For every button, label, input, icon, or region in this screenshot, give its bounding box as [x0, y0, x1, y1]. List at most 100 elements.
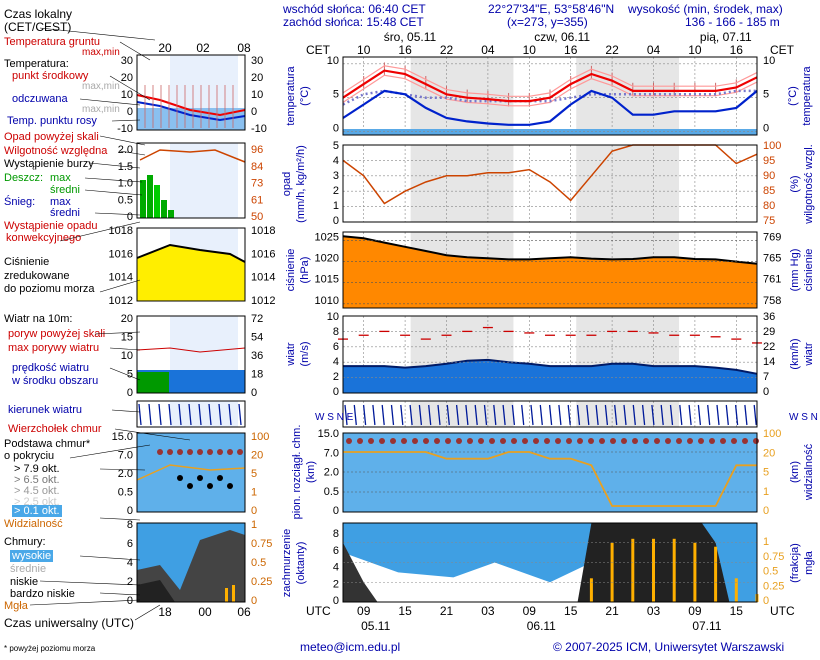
cloud-top-dot — [423, 438, 429, 444]
wind-direction-arrow — [697, 404, 702, 426]
vis-tick: 20 — [763, 447, 775, 459]
wind-kmh-unit: (km/h) — [789, 338, 801, 369]
wind-direction-arrow — [390, 404, 395, 426]
cloud-top-dot — [368, 438, 374, 444]
press-tick: 1025 — [315, 231, 339, 243]
legend-rain-bar-3 — [154, 185, 160, 218]
legend-wind-tick: 0 — [127, 387, 133, 399]
legend-temp-tick-right: 20 — [251, 72, 263, 84]
legend-rh-tick: 96 — [251, 144, 263, 156]
wind-tick: 2 — [333, 371, 339, 383]
legend-temp-tick-right: -10 — [251, 123, 267, 135]
cloud-top-dot — [687, 438, 693, 444]
rh-tick: 90 — [763, 170, 775, 182]
legend-konwekcyjnego: konwekcyjnego — [6, 232, 82, 244]
legend-leader-line — [84, 177, 143, 183]
legend-chmury: Chmury: — [4, 536, 46, 548]
precip-tick: 4 — [333, 155, 339, 167]
legend-cloud-top-dot — [187, 449, 193, 455]
legend-rain-bar-1 — [140, 180, 146, 218]
legend-czas-uniwersalny: Czas uniwersalny (UTC) — [4, 616, 135, 630]
press-tick: 1020 — [315, 253, 339, 265]
legend-panel-border-wind — [136, 315, 246, 394]
legend-wysokie: wysokie — [10, 550, 54, 562]
legend-cloud-tick: 7.0 — [118, 450, 133, 462]
cet-tick: 10 — [523, 43, 537, 57]
temp-min-line — [342, 74, 758, 107]
legend-max-porywy: max porywy wiatru — [8, 342, 100, 354]
cloud-top-dot — [599, 438, 605, 444]
utc-tick: 09 — [688, 604, 702, 618]
legend-fog-tick: 0 — [251, 595, 257, 607]
fog-tick: 0.5 — [763, 566, 778, 578]
legend-panel-border-rain — [136, 142, 246, 219]
rh-tick: 80 — [763, 200, 775, 212]
legend-okt45: > 4.5 okt. — [14, 485, 60, 497]
wind-direction-arrow — [474, 404, 478, 426]
legend-temp-line — [136, 94, 246, 117]
cloud-top-dot — [588, 438, 594, 444]
legend-punkt-rosy: Temp. punktu rosy — [7, 115, 97, 127]
cloud-top-dot — [500, 438, 506, 444]
fog-unit: (frakcja) — [789, 543, 801, 583]
wind-direction-arrow — [744, 404, 748, 426]
very-low-cloud-area — [343, 542, 378, 602]
utc-left-label: UTC — [306, 604, 331, 618]
cloud-top-dot — [522, 438, 528, 444]
legend-vis-tick: 100 — [251, 431, 269, 443]
legend-wiatr-na: Wiatr na 10m: — [4, 313, 73, 325]
fog-bar — [652, 538, 655, 602]
precip-unit: (mm/h, kg/m²/h) — [295, 145, 307, 223]
fog-tick: 1 — [763, 536, 769, 548]
wind-direction-arrow — [353, 404, 357, 426]
wind-direction-arrow — [586, 404, 590, 426]
legend-utc-tick: 06 — [237, 605, 251, 619]
wind-direction-arrow — [660, 404, 664, 426]
cover-tick: 2 — [333, 578, 339, 590]
legend-press-tick-left: 1014 — [109, 272, 133, 284]
night-band-prec-0 — [410, 145, 514, 222]
press-mmhg-tick: 758 — [763, 295, 781, 307]
wind-tick: 4 — [333, 356, 339, 368]
footer-email[interactable]: meteo@icm.edu.pl — [300, 640, 401, 654]
legend-local-tick: 20 — [158, 41, 172, 55]
cloud-top-dot — [753, 438, 759, 444]
wind-kmh-tick: 36 — [763, 311, 775, 323]
wind-direction-arrow — [521, 404, 525, 426]
vis-tick: 100 — [763, 428, 781, 440]
legend-press-tick-right: 1018 — [251, 225, 275, 237]
fog-bar — [734, 578, 738, 602]
legend-leader-line — [69, 444, 151, 459]
rh-unit: (%) — [789, 175, 801, 192]
legend-press-tick-right: 1016 — [251, 248, 275, 260]
legend-cloud-base-dot — [207, 483, 213, 489]
cet-tick: 22 — [440, 43, 454, 57]
legend-leader-line — [99, 135, 146, 146]
legend-octa-tick: 8 — [127, 519, 133, 531]
legend-o-pokryciu: o pokryciu — [4, 450, 55, 462]
legend-rh-tick: 61 — [251, 194, 263, 206]
temp-title: temperatura — [285, 65, 297, 125]
wind-direction-arrow — [455, 404, 460, 426]
precip-tick: 1 — [333, 200, 339, 212]
legend-cloud-base-dot — [177, 475, 183, 481]
dir-compass-left: W S N E — [315, 412, 354, 423]
wind-direction-arrow — [604, 404, 609, 426]
panel-border-cover — [342, 522, 758, 603]
fog-title: mgła — [803, 550, 815, 575]
day-label-3: pią, 07.11 — [700, 30, 752, 44]
legend-temp-tick-left: 20 — [121, 72, 133, 84]
precip-tick: 2 — [333, 185, 339, 197]
legend-leader-line — [84, 189, 143, 196]
legend-rain-tick: 1.0 — [118, 178, 133, 190]
visibility-line — [343, 451, 757, 507]
press-mmhg-tick: 765 — [763, 253, 781, 265]
legend-okt65: > 6.5 okt. — [14, 474, 60, 486]
legend-bardzo-niskie: bardzo niskie — [10, 588, 75, 600]
night-band-prec-1 — [576, 145, 680, 222]
vis-unit: (km) — [789, 461, 801, 483]
legend-mgla: Mgła — [4, 600, 28, 612]
legend-leader-line — [134, 604, 161, 621]
cloud-top-dot — [643, 438, 649, 444]
legend-rain-bar-5 — [168, 210, 174, 218]
